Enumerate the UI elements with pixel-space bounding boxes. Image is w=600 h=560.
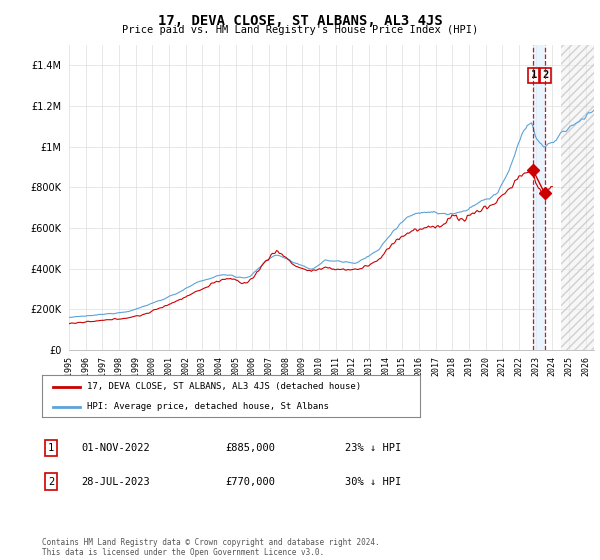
Text: 17, DEVA CLOSE, ST ALBANS, AL3 4JS (detached house): 17, DEVA CLOSE, ST ALBANS, AL3 4JS (deta… <box>88 382 361 391</box>
Text: 30% ↓ HPI: 30% ↓ HPI <box>345 477 401 487</box>
Text: 2: 2 <box>542 71 548 80</box>
Text: 17, DEVA CLOSE, ST ALBANS, AL3 4JS: 17, DEVA CLOSE, ST ALBANS, AL3 4JS <box>158 14 442 28</box>
Text: 23% ↓ HPI: 23% ↓ HPI <box>345 443 401 453</box>
Text: Price paid vs. HM Land Registry's House Price Index (HPI): Price paid vs. HM Land Registry's House … <box>122 25 478 35</box>
Text: £770,000: £770,000 <box>225 477 275 487</box>
Text: 1: 1 <box>48 443 54 453</box>
Text: HPI: Average price, detached house, St Albans: HPI: Average price, detached house, St A… <box>88 402 329 411</box>
Text: 2: 2 <box>48 477 54 487</box>
Text: 28-JUL-2023: 28-JUL-2023 <box>81 477 150 487</box>
Text: 01-NOV-2022: 01-NOV-2022 <box>81 443 150 453</box>
Text: Contains HM Land Registry data © Crown copyright and database right 2024.
This d: Contains HM Land Registry data © Crown c… <box>42 538 380 557</box>
Text: 1: 1 <box>530 71 537 80</box>
Bar <box>560 45 594 350</box>
Text: £885,000: £885,000 <box>225 443 275 453</box>
Bar <box>533 45 545 350</box>
